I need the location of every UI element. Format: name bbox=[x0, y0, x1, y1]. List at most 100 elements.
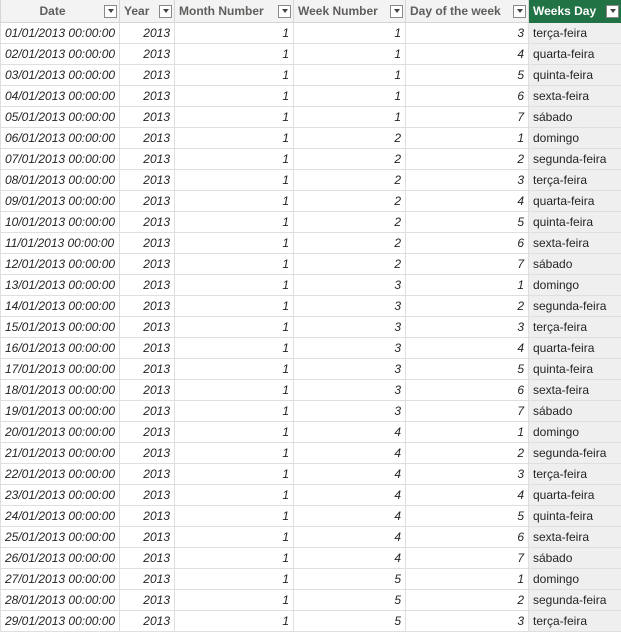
cell-weekday[interactable]: domingo bbox=[529, 422, 621, 443]
cell-date[interactable]: 14/01/2013 00:00:00 bbox=[1, 296, 120, 317]
filter-dropdown-button[interactable] bbox=[513, 5, 526, 18]
column-header-date[interactable]: Date bbox=[1, 0, 120, 23]
filter-dropdown-button[interactable] bbox=[104, 5, 117, 18]
cell-month[interactable]: 1 bbox=[175, 590, 294, 611]
cell-date[interactable]: 29/01/2013 00:00:00 bbox=[1, 611, 120, 632]
column-header-weekday[interactable]: Weeks Day bbox=[529, 0, 621, 23]
cell-weekday[interactable]: domingo bbox=[529, 569, 621, 590]
cell-date[interactable]: 20/01/2013 00:00:00 bbox=[1, 422, 120, 443]
cell-weekday[interactable]: domingo bbox=[529, 128, 621, 149]
cell-year[interactable]: 2013 bbox=[120, 275, 175, 296]
cell-dow[interactable]: 5 bbox=[406, 506, 529, 527]
cell-weekday[interactable]: terça-feira bbox=[529, 464, 621, 485]
cell-year[interactable]: 2013 bbox=[120, 212, 175, 233]
cell-week[interactable]: 3 bbox=[294, 359, 406, 380]
cell-year[interactable]: 2013 bbox=[120, 65, 175, 86]
cell-dow[interactable]: 7 bbox=[406, 401, 529, 422]
cell-year[interactable]: 2013 bbox=[120, 401, 175, 422]
cell-dow[interactable]: 6 bbox=[406, 233, 529, 254]
cell-year[interactable]: 2013 bbox=[120, 611, 175, 632]
cell-week[interactable]: 2 bbox=[294, 191, 406, 212]
cell-month[interactable]: 1 bbox=[175, 443, 294, 464]
cell-date[interactable]: 27/01/2013 00:00:00 bbox=[1, 569, 120, 590]
cell-month[interactable]: 1 bbox=[175, 527, 294, 548]
cell-month[interactable]: 1 bbox=[175, 359, 294, 380]
cell-year[interactable]: 2013 bbox=[120, 590, 175, 611]
cell-month[interactable]: 1 bbox=[175, 128, 294, 149]
cell-date[interactable]: 17/01/2013 00:00:00 bbox=[1, 359, 120, 380]
cell-date[interactable]: 24/01/2013 00:00:00 bbox=[1, 506, 120, 527]
cell-weekday[interactable]: sexta-feira bbox=[529, 527, 621, 548]
cell-week[interactable]: 2 bbox=[294, 233, 406, 254]
cell-year[interactable]: 2013 bbox=[120, 422, 175, 443]
cell-month[interactable]: 1 bbox=[175, 611, 294, 632]
cell-month[interactable]: 1 bbox=[175, 569, 294, 590]
cell-year[interactable]: 2013 bbox=[120, 23, 175, 44]
cell-month[interactable]: 1 bbox=[175, 107, 294, 128]
cell-month[interactable]: 1 bbox=[175, 170, 294, 191]
filter-dropdown-button[interactable] bbox=[390, 5, 403, 18]
cell-week[interactable]: 2 bbox=[294, 254, 406, 275]
cell-week[interactable]: 2 bbox=[294, 149, 406, 170]
cell-weekday[interactable]: quinta-feira bbox=[529, 65, 621, 86]
cell-year[interactable]: 2013 bbox=[120, 485, 175, 506]
cell-week[interactable]: 5 bbox=[294, 590, 406, 611]
cell-dow[interactable]: 1 bbox=[406, 422, 529, 443]
cell-month[interactable]: 1 bbox=[175, 401, 294, 422]
cell-weekday[interactable]: quinta-feira bbox=[529, 359, 621, 380]
cell-date[interactable]: 12/01/2013 00:00:00 bbox=[1, 254, 120, 275]
cell-dow[interactable]: 4 bbox=[406, 191, 529, 212]
cell-year[interactable]: 2013 bbox=[120, 527, 175, 548]
cell-date[interactable]: 11/01/2013 00:00:00 bbox=[1, 233, 120, 254]
filter-dropdown-button[interactable] bbox=[159, 5, 172, 18]
column-header-month[interactable]: Month Number bbox=[175, 0, 294, 23]
cell-year[interactable]: 2013 bbox=[120, 254, 175, 275]
cell-week[interactable]: 4 bbox=[294, 464, 406, 485]
cell-date[interactable]: 07/01/2013 00:00:00 bbox=[1, 149, 120, 170]
cell-date[interactable]: 02/01/2013 00:00:00 bbox=[1, 44, 120, 65]
cell-month[interactable]: 1 bbox=[175, 149, 294, 170]
cell-month[interactable]: 1 bbox=[175, 275, 294, 296]
cell-weekday[interactable]: sexta-feira bbox=[529, 233, 621, 254]
cell-month[interactable]: 1 bbox=[175, 254, 294, 275]
cell-week[interactable]: 4 bbox=[294, 443, 406, 464]
cell-week[interactable]: 3 bbox=[294, 338, 406, 359]
cell-dow[interactable]: 1 bbox=[406, 128, 529, 149]
cell-date[interactable]: 21/01/2013 00:00:00 bbox=[1, 443, 120, 464]
cell-dow[interactable]: 7 bbox=[406, 548, 529, 569]
cell-weekday[interactable]: sábado bbox=[529, 107, 621, 128]
cell-week[interactable]: 5 bbox=[294, 611, 406, 632]
cell-weekday[interactable]: terça-feira bbox=[529, 611, 621, 632]
cell-month[interactable]: 1 bbox=[175, 191, 294, 212]
cell-weekday[interactable]: quarta-feira bbox=[529, 338, 621, 359]
cell-weekday[interactable]: sexta-feira bbox=[529, 86, 621, 107]
cell-week[interactable]: 3 bbox=[294, 401, 406, 422]
cell-date[interactable]: 05/01/2013 00:00:00 bbox=[1, 107, 120, 128]
cell-month[interactable]: 1 bbox=[175, 317, 294, 338]
cell-year[interactable]: 2013 bbox=[120, 443, 175, 464]
cell-week[interactable]: 2 bbox=[294, 128, 406, 149]
cell-week[interactable]: 1 bbox=[294, 23, 406, 44]
cell-date[interactable]: 23/01/2013 00:00:00 bbox=[1, 485, 120, 506]
cell-dow[interactable]: 4 bbox=[406, 485, 529, 506]
cell-month[interactable]: 1 bbox=[175, 44, 294, 65]
cell-dow[interactable]: 6 bbox=[406, 527, 529, 548]
cell-week[interactable]: 4 bbox=[294, 506, 406, 527]
cell-month[interactable]: 1 bbox=[175, 422, 294, 443]
cell-date[interactable]: 16/01/2013 00:00:00 bbox=[1, 338, 120, 359]
cell-month[interactable]: 1 bbox=[175, 464, 294, 485]
cell-date[interactable]: 09/01/2013 00:00:00 bbox=[1, 191, 120, 212]
cell-week[interactable]: 5 bbox=[294, 569, 406, 590]
cell-week[interactable]: 4 bbox=[294, 548, 406, 569]
cell-weekday[interactable]: quinta-feira bbox=[529, 212, 621, 233]
cell-dow[interactable]: 1 bbox=[406, 275, 529, 296]
cell-year[interactable]: 2013 bbox=[120, 338, 175, 359]
column-header-dow[interactable]: Day of the week bbox=[406, 0, 529, 23]
cell-week[interactable]: 3 bbox=[294, 317, 406, 338]
cell-year[interactable]: 2013 bbox=[120, 569, 175, 590]
cell-week[interactable]: 2 bbox=[294, 212, 406, 233]
cell-week[interactable]: 3 bbox=[294, 380, 406, 401]
cell-month[interactable]: 1 bbox=[175, 338, 294, 359]
cell-weekday[interactable]: quarta-feira bbox=[529, 44, 621, 65]
cell-date[interactable]: 01/01/2013 00:00:00 bbox=[1, 23, 120, 44]
